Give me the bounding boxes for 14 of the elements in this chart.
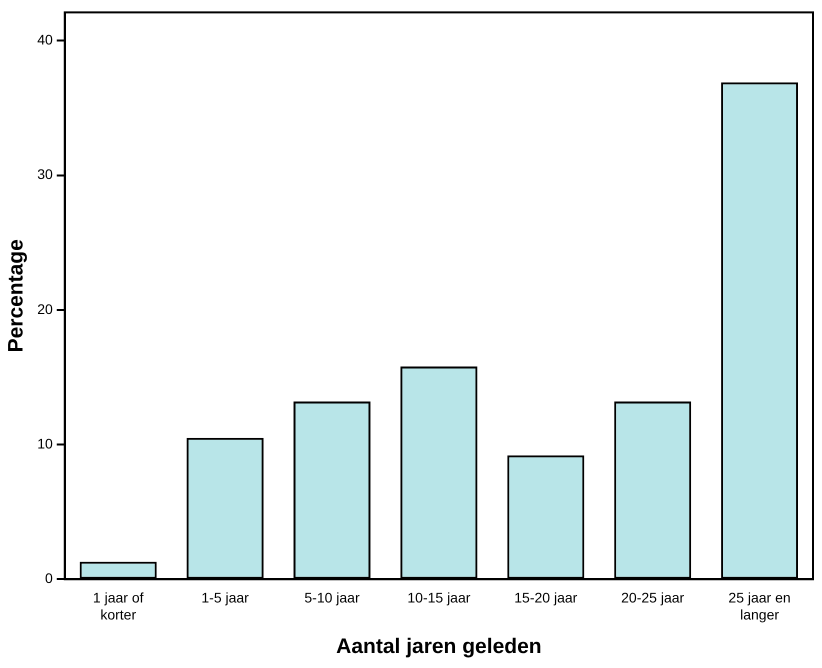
x-tick-label: 20-25 jaar [621, 589, 685, 606]
x-tick-label: 15-20 jaar [514, 589, 578, 606]
y-axis-title: Percentage [4, 239, 28, 352]
y-tick-label: 30 [37, 166, 53, 182]
y-tick-label: 0 [44, 570, 53, 586]
y-tick-label: 10 [37, 435, 53, 452]
y-tick-label: 20 [37, 300, 53, 317]
x-tick-label: 5-10 jaar [304, 589, 360, 606]
x-tick-label: 1 jaar of korter [92, 589, 144, 622]
x-tick-label: 1-5 jaar [201, 589, 250, 606]
x-tick-label: 25 jaar en langer [728, 589, 791, 622]
x-axis-title: Aantal jaren geleden [336, 635, 542, 658]
y-tick-label: 40 [37, 32, 53, 48]
x-tick-label: 10-15 jaar [407, 589, 471, 606]
